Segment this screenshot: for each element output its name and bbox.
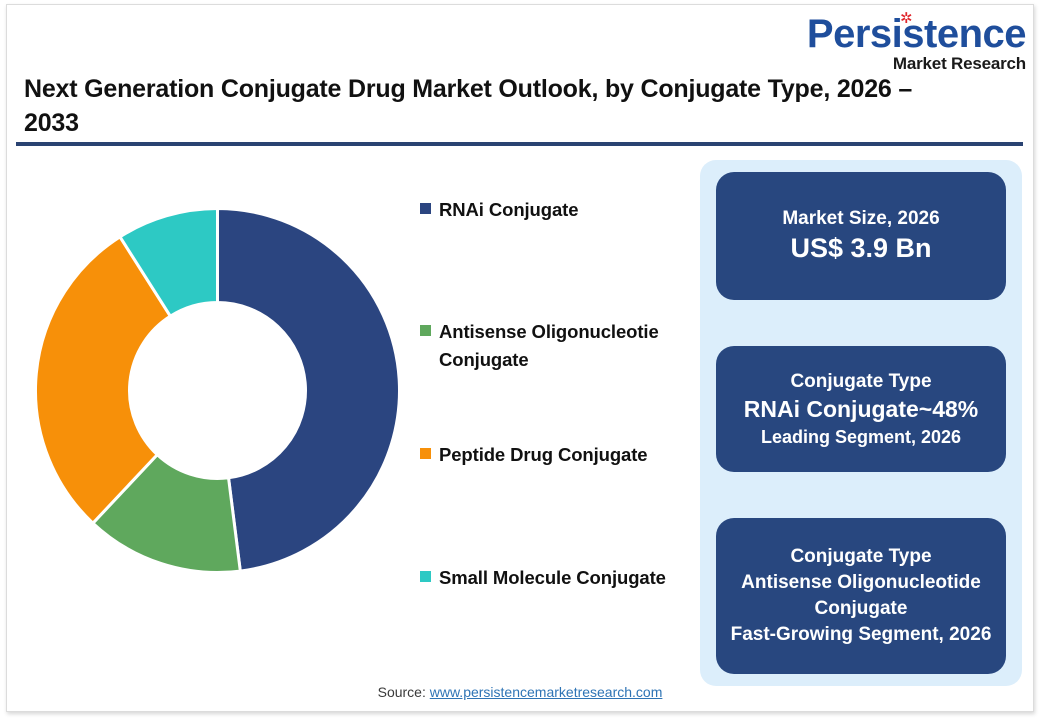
- stat-card-fast-growing-segment[interactable]: Conjugate Type Antisense Oligonucleotide…: [716, 518, 1006, 674]
- legend-swatch-rnai-conjugate: [420, 203, 431, 214]
- source-prefix: Source:: [377, 684, 430, 700]
- legend-label-antisense-oligonucleotide-conjugate: Antisense Oligonucleotie Conjugate: [439, 321, 659, 370]
- stat-card-market-size-value: US$ 3.9 Bn: [790, 233, 932, 264]
- legend-item-antisense-oligonucleotide-conjugate[interactable]: Antisense Oligonucleotie Conjugate: [420, 318, 688, 374]
- legend-item-rnai-conjugate[interactable]: RNAi Conjugate: [420, 196, 688, 224]
- legend-swatch-antisense-oligonucleotide-conjugate: [420, 325, 431, 336]
- legend-label-rnai-conjugate: RNAi Conjugate: [439, 199, 579, 220]
- donut-slice[interactable]: [34, 234, 173, 526]
- company-logo: Persistence ✲ Market Research: [790, 10, 1027, 73]
- logo-star-icon: ✲: [900, 10, 913, 27]
- page-title: Next Generation Conjugate Drug Market Ou…: [24, 75, 913, 137]
- legend-item-small-molecule-conjugate[interactable]: Small Molecule Conjugate: [420, 564, 688, 592]
- highlights-panel: Market Size, 2026 US$ 3.9 Bn Conjugate T…: [700, 160, 1022, 686]
- logo-wordmark: Persistence: [806, 12, 1027, 56]
- donut-chart-svg: [34, 206, 401, 574]
- legend-label-small-molecule-conjugate: Small Molecule Conjugate: [439, 567, 666, 588]
- donut-slice[interactable]: [117, 206, 219, 319]
- stat-card-leading-segment-caption: Leading Segment, 2026: [760, 426, 962, 447]
- stat-card-market-size-label: Market Size, 2026: [782, 207, 940, 229]
- stat-card-fast-growing-segment-label: Conjugate Type: [790, 546, 932, 568]
- stat-card-leading-segment-label: Conjugate Type: [790, 370, 932, 392]
- logo-tagline: Market Research: [892, 54, 1026, 73]
- stat-card-fast-growing-segment-caption: Fast-Growing Segment, 2026: [730, 623, 992, 645]
- donut-slice[interactable]: [216, 206, 401, 573]
- stat-card-leading-segment[interactable]: Conjugate Type RNAi Conjugate~48% Leadin…: [716, 346, 1006, 472]
- donut-chart: [25, 198, 410, 583]
- stat-card-fast-growing-segment-value-cont: Conjugate: [814, 598, 908, 619]
- legend-swatch-small-molecule-conjugate: [420, 571, 431, 582]
- title-divider: [16, 142, 1023, 146]
- source-link[interactable]: www.persistencemarketresearch.com: [429, 684, 663, 700]
- stat-card-market-size[interactable]: Market Size, 2026 US$ 3.9 Bn: [716, 172, 1006, 300]
- stat-card-leading-segment-value: RNAi Conjugate~48%: [743, 395, 979, 422]
- legend-swatch-peptide-drug-conjugate: [420, 448, 431, 459]
- legend-label-peptide-drug-conjugate: Peptide Drug Conjugate: [439, 444, 648, 465]
- stat-card-fast-growing-segment-value: Antisense Oligonucleotide: [741, 572, 981, 594]
- source-line: Source: www.persistencemarketresearch.co…: [0, 684, 1040, 700]
- legend-item-peptide-drug-conjugate[interactable]: Peptide Drug Conjugate: [420, 441, 688, 469]
